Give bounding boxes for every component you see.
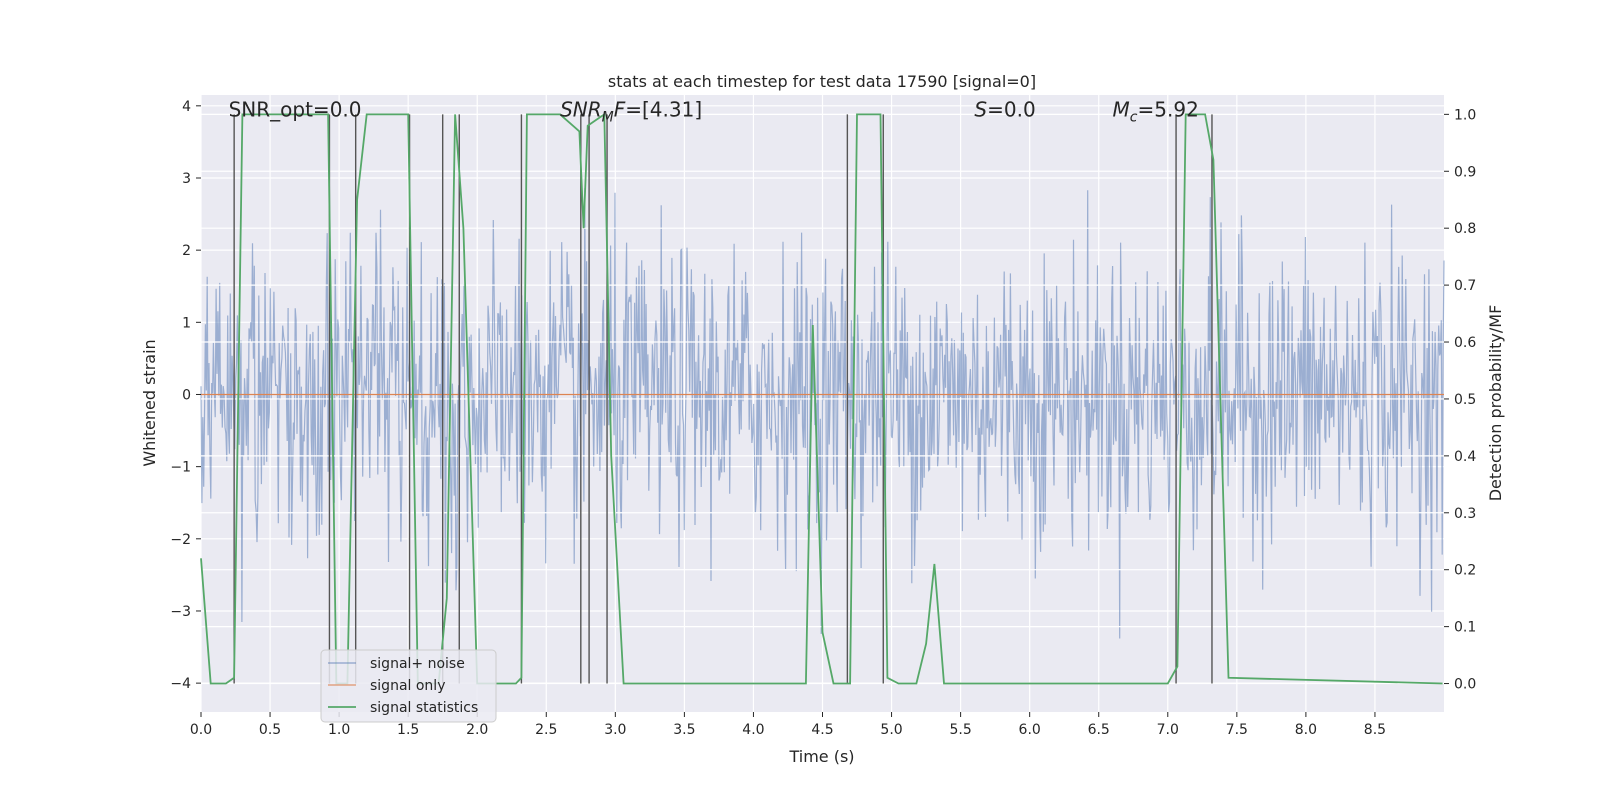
chart-title: stats at each timestep for test data 175… (608, 72, 1036, 91)
x-tick-label: 4.0 (742, 722, 764, 738)
y-tick-label: −3 (170, 604, 191, 620)
x-axis-label: Time (s) (788, 747, 854, 766)
y2-tick-label: 0.9 (1454, 164, 1476, 180)
y2-tick-label: 0.4 (1454, 449, 1476, 465)
y2-tick-label: 0.7 (1454, 278, 1476, 294)
annotation: S=0.0 (974, 97, 1035, 121)
y-tick-label: 4 (182, 99, 191, 115)
y-tick-label: 1 (182, 315, 191, 331)
y2-tick-label: 1.0 (1454, 107, 1476, 123)
y2-tick-label: 0.0 (1454, 677, 1476, 693)
x-tick-label: 6.0 (1019, 722, 1041, 738)
y-tick-label: −1 (170, 460, 191, 476)
x-tick-label: 0.5 (259, 722, 281, 738)
x-tick-label: 1.0 (328, 722, 350, 738)
y2-tick-label: 0.2 (1454, 563, 1476, 579)
annotation: SNR_opt=0.0 (229, 97, 362, 121)
y-tick-label: 3 (182, 171, 191, 187)
legend-box (320, 649, 497, 723)
x-tick-label: 5.0 (880, 722, 902, 738)
x-tick-label: 6.5 (1088, 722, 1110, 738)
x-axis: 0.0 0.5 1.0 1.5 2.0 2.5 3.0 3.5 4.0 4.5 5.0 5.5 6.0 6… (190, 712, 1386, 738)
y-tick-label: 2 (182, 243, 191, 259)
y-axis-right: 1.0 0.9 0.8 0.7 0.6 0.5 0.4 0.3 0.2 0.1 0.0 (1444, 107, 1476, 693)
x-tick-label: 1.5 (397, 722, 419, 738)
y2-tick-label: 0.1 (1454, 620, 1476, 636)
y-axis-left: 4 3 2 1 0 −1 −2 −3 −4 (170, 99, 201, 692)
x-tick-label: 3.5 (673, 722, 695, 738)
x-tick-label: 5.5 (949, 722, 971, 738)
x-tick-label: 7.0 (1157, 722, 1179, 738)
noise-trace (200, 188, 1445, 639)
y-axis-label: Whitened strain (140, 339, 159, 466)
y-tick-label: −2 (170, 532, 191, 548)
y-tick-label: −4 (170, 676, 191, 692)
legend: signal+ noise signal only signal statist… (320, 649, 497, 723)
legend-label-noise: signal+ noise (370, 656, 465, 672)
x-tick-label: 3.0 (604, 722, 626, 738)
annotation: Mc=5.92 (1113, 97, 1199, 125)
x-tick-label: 2.0 (466, 722, 488, 738)
y2-tick-label: 0.5 (1454, 392, 1476, 408)
y2-axis-label: Detection probability/MF (1486, 305, 1505, 502)
legend-label-statistics: signal statistics (370, 700, 478, 716)
legend-label-signal-only: signal only (370, 678, 445, 694)
annotations: SNR_opt=0.0 SNRMF=[4.31] S=0.0 Mc=5.92 (229, 97, 1199, 125)
x-tick-label: 0.0 (190, 722, 212, 738)
x-tick-label: 8.0 (1295, 722, 1317, 738)
y2-tick-label: 0.3 (1454, 506, 1476, 522)
y2-tick-label: 0.8 (1454, 221, 1476, 237)
y2-tick-label: 0.6 (1454, 335, 1476, 351)
x-tick-label: 8.5 (1364, 722, 1386, 738)
series-signal-statistics (200, 112, 1443, 685)
annotation: SNRMF=[4.31] (560, 97, 702, 125)
y-tick-label: 0 (182, 387, 191, 403)
x-tick-label: 2.5 (535, 722, 557, 738)
series-signal-noise (200, 188, 1445, 639)
x-tick-label: 4.5 (811, 722, 833, 738)
x-tick-label: 7.5 (1226, 722, 1248, 738)
